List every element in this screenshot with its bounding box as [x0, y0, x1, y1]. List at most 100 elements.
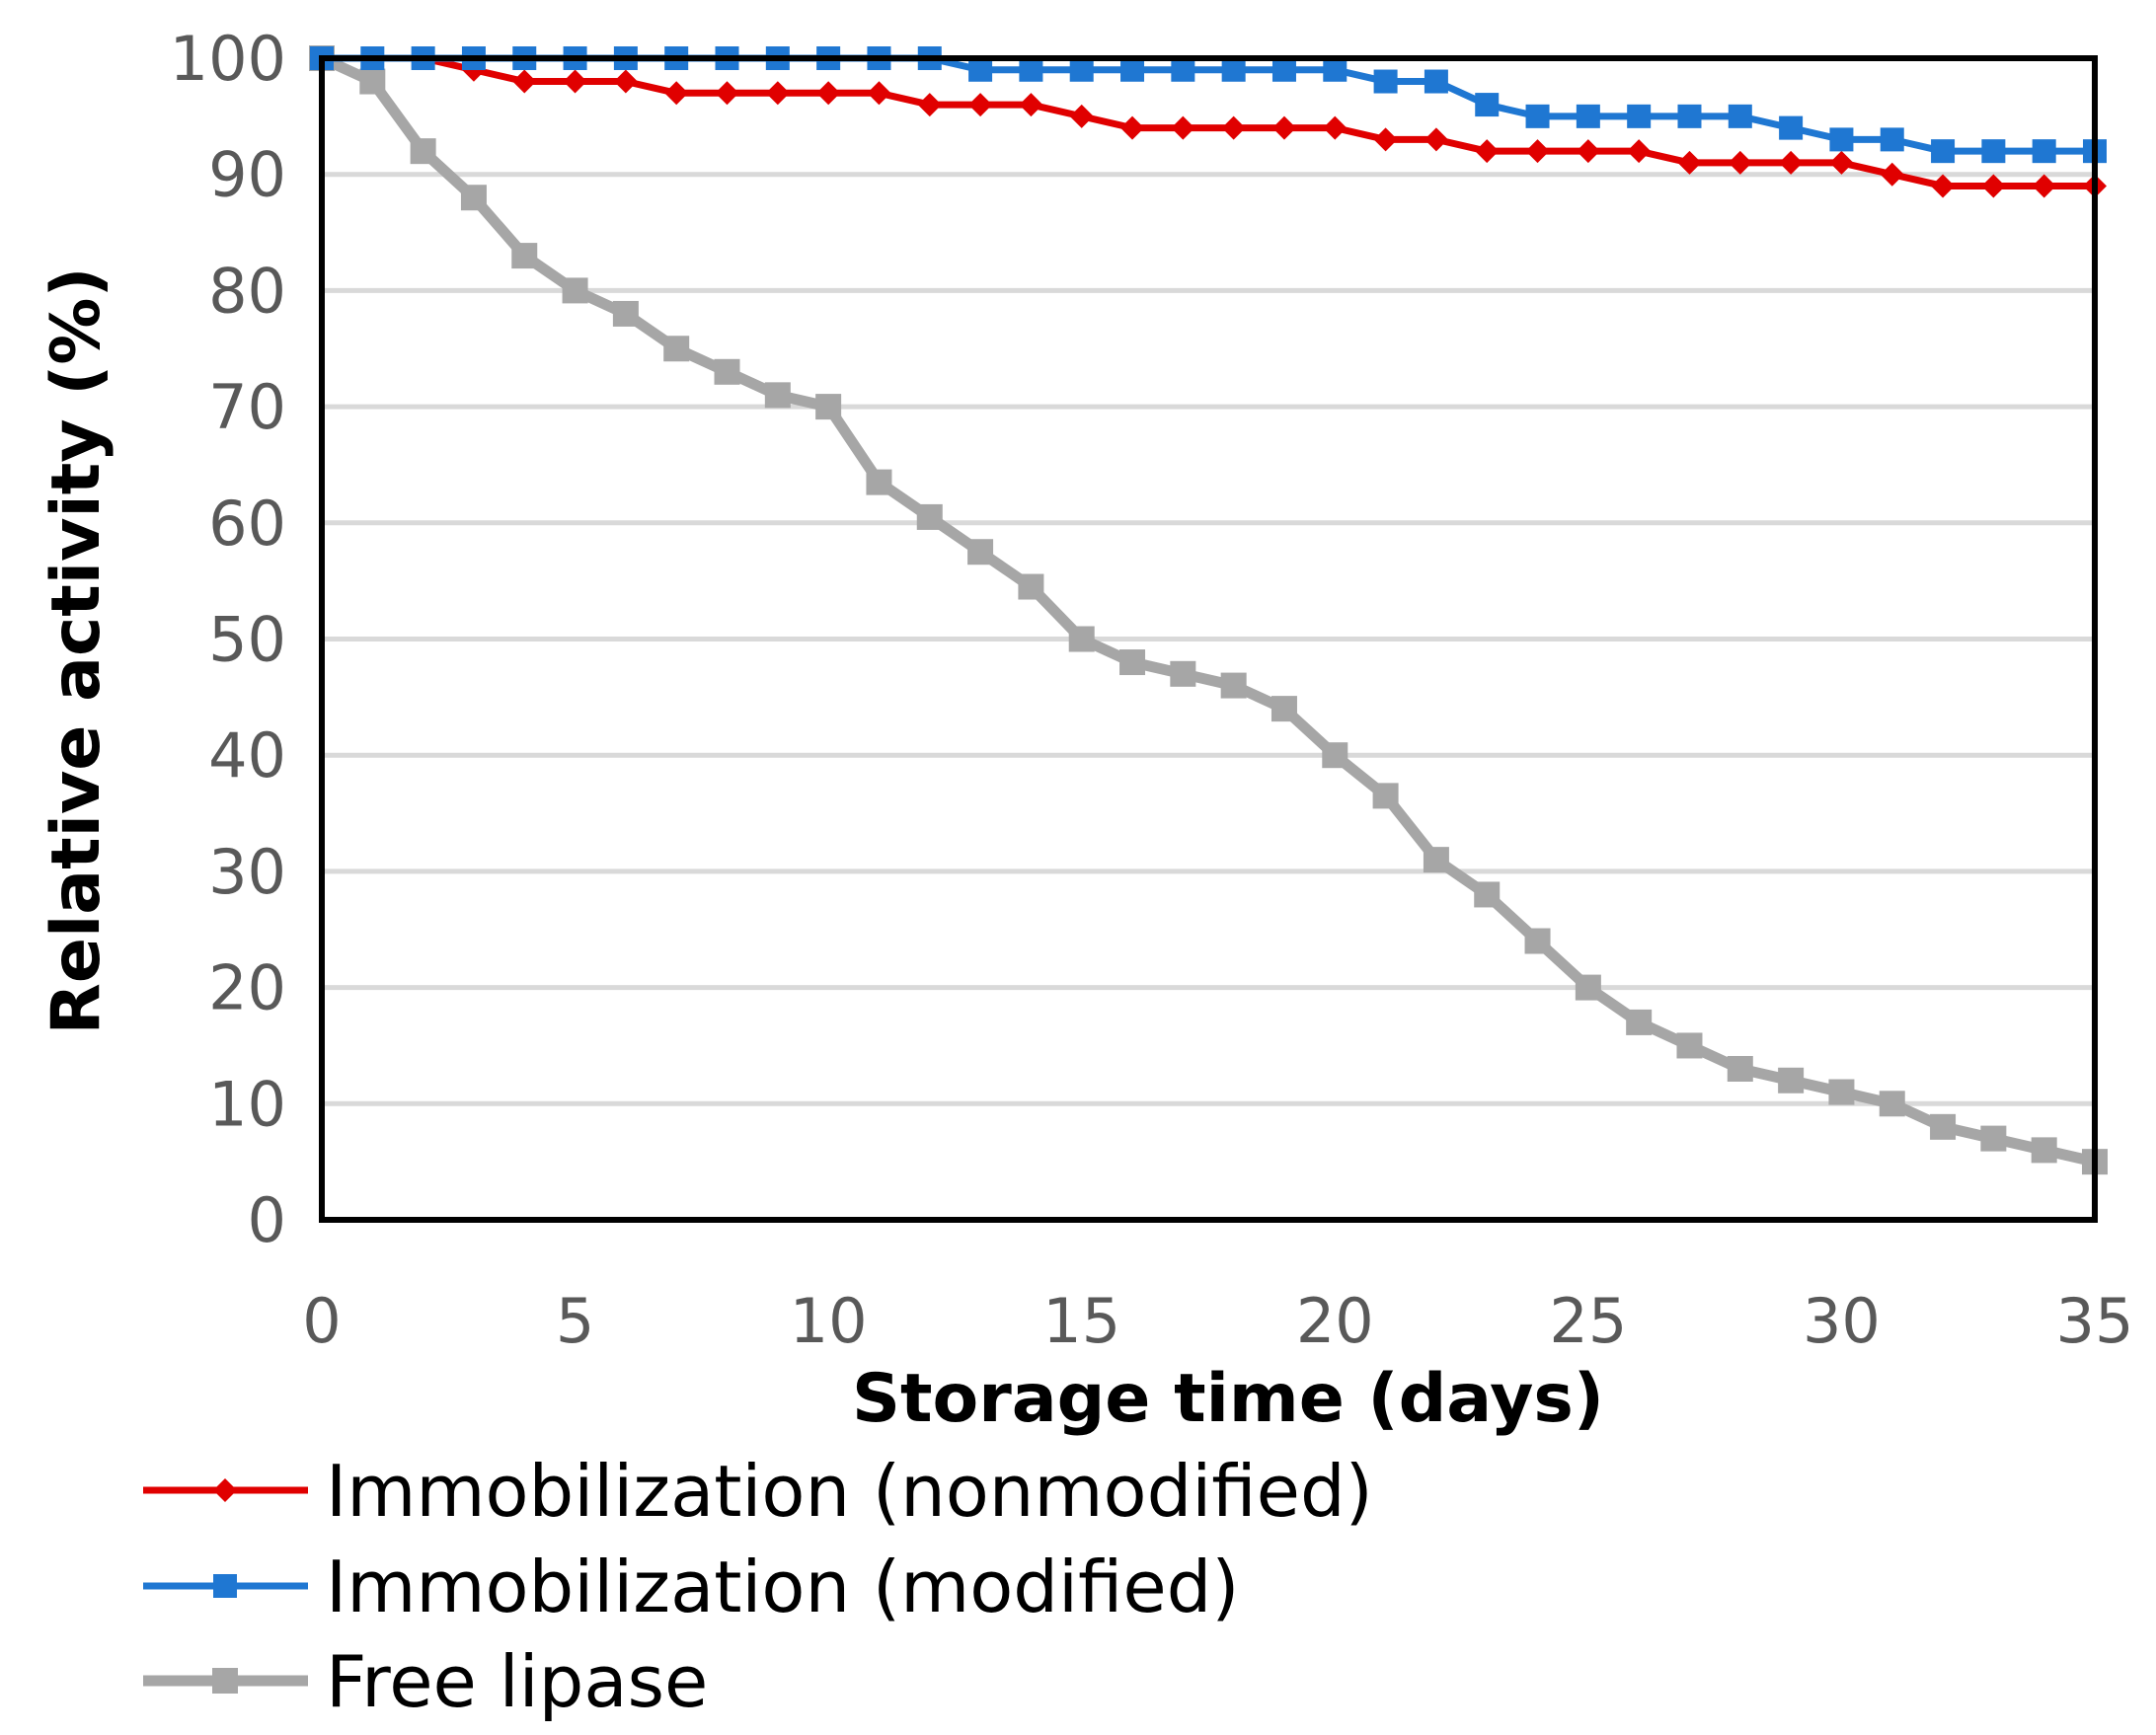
data-point	[1019, 57, 1043, 82]
x-tick-label: 25	[1549, 1285, 1627, 1357]
data-point	[1525, 104, 1550, 128]
data-point	[1221, 57, 1246, 82]
x-tick-label: 20	[1296, 1285, 1374, 1357]
data-point	[1323, 57, 1348, 82]
legend-label: Immobilization (nonmodified)	[326, 1450, 1373, 1533]
data-point	[1373, 69, 1398, 94]
y-tick-label: 80	[208, 255, 286, 327]
data-point	[2032, 174, 2056, 198]
y-tick-label: 0	[248, 1184, 286, 1256]
data-point	[1879, 1091, 1905, 1117]
data-point	[1981, 174, 2006, 198]
data-point	[1576, 139, 1600, 164]
data-point	[1575, 974, 1601, 1001]
data-point	[1525, 139, 1550, 164]
data-point	[1220, 672, 1247, 699]
x-tick-label: 30	[1803, 1285, 1881, 1357]
data-point	[1119, 649, 1146, 676]
data-point	[359, 68, 386, 95]
data-point	[1424, 69, 1448, 94]
data-point	[562, 277, 588, 304]
y-tick-label: 20	[208, 952, 286, 1024]
data-point	[1474, 881, 1501, 908]
data-point	[1930, 1113, 1957, 1140]
data-point	[715, 81, 739, 106]
x-tick-label: 0	[302, 1285, 341, 1357]
data-point	[1980, 1125, 2007, 1152]
data-point	[1880, 127, 1904, 152]
y-tick-label: 10	[208, 1068, 286, 1140]
x-axis-ticks: 0 5 10 15 20 25 30 35	[302, 1285, 2133, 1357]
data-point	[2032, 139, 2056, 164]
y-tick-label: 70	[208, 371, 286, 443]
x-tick-label: 15	[1042, 1285, 1120, 1357]
gridlines	[322, 172, 2095, 1106]
data-point	[511, 243, 538, 269]
data-point	[1728, 104, 1752, 128]
data-point	[1423, 847, 1449, 873]
data-point	[1829, 150, 1854, 175]
data-point	[1323, 115, 1348, 140]
y-tick-label: 100	[170, 23, 286, 95]
data-point	[765, 81, 790, 106]
data-point	[1120, 115, 1145, 140]
data-point	[2031, 1137, 2057, 1164]
data-point	[968, 93, 993, 117]
data-point	[410, 138, 436, 165]
data-point	[1069, 57, 1094, 82]
data-point	[1171, 57, 1195, 82]
data-point	[512, 69, 537, 94]
data-point	[1524, 928, 1551, 954]
data-point	[1069, 104, 1094, 128]
data-point	[460, 185, 487, 211]
data-point	[916, 503, 943, 530]
data-series	[309, 45, 2108, 1175]
legend-item-immobilization-modified: Immobilization (modified)	[143, 1546, 1239, 1628]
data-point	[1475, 93, 1500, 117]
data-point	[866, 469, 892, 495]
data-point	[1270, 696, 1297, 722]
data-point	[1728, 150, 1752, 175]
data-point	[1322, 742, 1348, 769]
data-point	[1931, 139, 1956, 164]
data-point	[1068, 626, 1095, 652]
data-point	[1779, 115, 1804, 140]
data-point	[664, 81, 689, 106]
data-point	[1626, 1009, 1653, 1035]
data-point	[613, 69, 638, 94]
data-point	[967, 539, 994, 566]
data-point	[1627, 104, 1652, 128]
data-point	[867, 81, 891, 106]
data-point	[1981, 139, 2006, 164]
legend-label: Free lipase	[326, 1640, 708, 1723]
x-axis-title: Storage time (days)	[852, 1360, 1604, 1438]
legend-item-free-lipase: Free lipase	[143, 1640, 708, 1723]
legend-item-immobilization-nonmodified: Immobilization (nonmodified)	[143, 1450, 1373, 1533]
data-point	[1931, 174, 1956, 198]
data-point	[1727, 1055, 1753, 1082]
data-point	[1018, 573, 1044, 600]
data-point	[1677, 150, 1702, 175]
y-tick-label: 30	[208, 836, 286, 908]
legend-swatch-marker	[213, 1478, 237, 1502]
data-point	[815, 394, 842, 420]
x-tick-label: 35	[2056, 1285, 2134, 1357]
data-point	[1627, 139, 1652, 164]
legend-label: Immobilization (modified)	[326, 1546, 1239, 1628]
data-point	[764, 382, 791, 409]
data-point	[1171, 115, 1195, 140]
y-tick-label: 60	[208, 488, 286, 560]
data-point	[563, 69, 587, 94]
data-point	[612, 300, 639, 327]
data-point	[1372, 783, 1399, 809]
data-point	[1778, 1067, 1805, 1094]
y-tick-label: 50	[208, 604, 286, 676]
data-point	[917, 93, 942, 117]
data-point	[816, 81, 841, 106]
legend: Immobilization (nonmodified) Immobilizati…	[143, 1450, 1373, 1723]
data-point	[714, 358, 740, 385]
y-tick-label: 40	[208, 719, 286, 792]
data-point	[1880, 162, 1904, 187]
data-point	[1373, 127, 1398, 152]
data-point	[1829, 127, 1854, 152]
